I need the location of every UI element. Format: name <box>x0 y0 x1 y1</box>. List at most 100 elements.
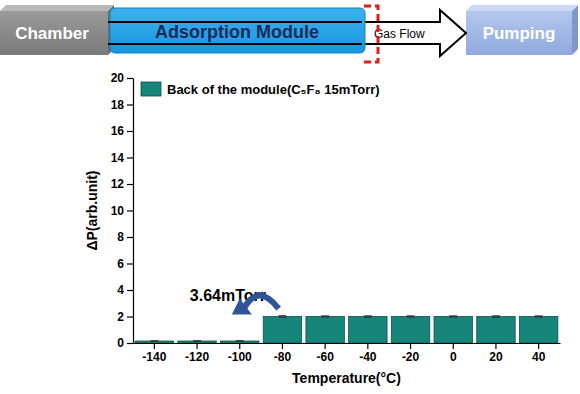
x-tick-label: -40 <box>359 350 377 364</box>
annotation-arrowhead <box>232 299 252 315</box>
y-tick: 8 <box>117 230 133 244</box>
x-tick-label: 0 <box>450 350 457 364</box>
error-bar <box>449 316 457 317</box>
error-bar-cap <box>236 340 244 341</box>
pumping-box <box>466 5 578 55</box>
x-tick: -60 <box>316 343 334 364</box>
error-bar <box>492 316 500 317</box>
y-tick-label: 16 <box>111 124 125 138</box>
y-tick: 12 <box>111 177 133 191</box>
error-bar-cap <box>278 317 286 318</box>
error-bar <box>535 316 543 317</box>
y-axis-line <box>133 79 134 344</box>
y-tick-label: 20 <box>111 71 125 85</box>
error-bar <box>321 316 329 317</box>
module-box <box>110 8 365 53</box>
chamber-box-front <box>0 11 108 55</box>
x-tick-label: 40 <box>532 350 546 364</box>
bar <box>391 317 429 344</box>
error-bar-cap <box>449 317 457 318</box>
x-tick-mark <box>495 343 496 349</box>
y-axis-title: ΔP(arb.unit) <box>84 170 100 250</box>
x-tick-mark <box>282 343 283 349</box>
y-tick-mark <box>127 210 133 211</box>
y-tick-label: 6 <box>117 257 124 271</box>
error-bar-cap <box>492 315 500 316</box>
x-tick-mark <box>367 343 368 349</box>
y-tick-label: 2 <box>117 310 124 324</box>
x-tick: -120 <box>185 343 209 364</box>
x-tick-label: -80 <box>274 350 292 364</box>
chamber-box <box>0 5 114 55</box>
x-tick: 40 <box>532 343 546 364</box>
y-tick-mark <box>127 316 133 317</box>
x-tick-label: -20 <box>402 350 420 364</box>
y-tick-mark <box>127 290 133 291</box>
page: ChamberPumpingAdsorption ModuleGas Flow 0… <box>0 0 580 394</box>
x-axis: -140-120-100-80-60-40-2002040 <box>134 343 561 364</box>
y-tick-mark <box>127 78 133 79</box>
y-tick-label: 12 <box>111 177 125 191</box>
x-tick: -100 <box>228 343 252 364</box>
x-tick-mark <box>196 343 197 349</box>
y-tick: 2 <box>117 310 133 324</box>
x-tick: -140 <box>142 343 166 364</box>
y-tick: 18 <box>111 98 133 112</box>
node-label: Pumping <box>483 24 556 43</box>
pumping-box-top <box>466 5 578 11</box>
legend: Back of the module(C₅F₈ 15mTorr) <box>141 82 380 97</box>
chart: 0 2 4 6 8 10 12 14 16 18 20 -140 -120 -100 -80 -60 -40 -2… <box>84 71 561 386</box>
error-bar-cap <box>407 317 415 318</box>
x-tick-mark <box>325 343 326 349</box>
error-bar <box>364 316 372 317</box>
y-tick: 16 <box>111 124 133 138</box>
y-tick: 0 <box>117 336 133 350</box>
y-axis: 0 2 4 6 8 10 12 14 16 18 20 <box>111 71 134 350</box>
error-bar-cap <box>150 341 158 342</box>
annotation-arrow <box>244 296 279 309</box>
y-tick-mark <box>127 343 133 344</box>
bar <box>306 317 344 344</box>
bar <box>135 341 173 343</box>
y-tick-label: 18 <box>111 98 125 112</box>
pumping-box-front <box>466 11 572 55</box>
x-tick: -80 <box>274 343 292 364</box>
x-tick: -40 <box>359 343 377 364</box>
y-tick: 10 <box>111 204 133 218</box>
y-tick-mark <box>127 131 133 132</box>
error-bar <box>407 316 415 317</box>
error-bar-cap <box>321 315 329 316</box>
bar <box>519 317 557 344</box>
y-tick-mark <box>127 157 133 158</box>
y-tick-label: 4 <box>117 283 124 297</box>
y-tick-mark <box>127 237 133 238</box>
error-bar <box>193 340 201 342</box>
flow-arrow <box>355 10 466 56</box>
x-tick-label: -120 <box>185 350 209 364</box>
x-tick-label: -100 <box>228 350 252 364</box>
error-bar <box>150 340 158 342</box>
marker-bracket <box>364 6 378 62</box>
error-bar-cap <box>278 315 286 316</box>
pipe-line <box>108 43 362 45</box>
bar <box>178 341 216 343</box>
bars <box>135 316 558 343</box>
legend-swatch <box>141 82 161 96</box>
y-tick: 20 <box>111 71 133 85</box>
x-tick-mark <box>154 343 155 349</box>
error-bar-cap <box>236 341 244 342</box>
x-tick-label: -140 <box>142 350 166 364</box>
x-tick: -20 <box>402 343 420 364</box>
error-bar-cap <box>193 341 201 342</box>
bar <box>221 341 259 343</box>
diagram: ChamberPumpingAdsorption ModuleGas Flow <box>0 5 578 62</box>
error-bar-cap <box>321 317 329 318</box>
y-tick-label: 14 <box>111 151 125 165</box>
error-bar-cap <box>535 317 543 318</box>
x-tick-mark <box>239 343 240 349</box>
y-tick-label: 8 <box>117 230 124 244</box>
legend-label: Back of the module(C₅F₈ 15mTorr) <box>167 82 380 97</box>
bar <box>434 317 472 344</box>
error-bar-cap <box>364 315 372 316</box>
bar <box>263 317 301 344</box>
